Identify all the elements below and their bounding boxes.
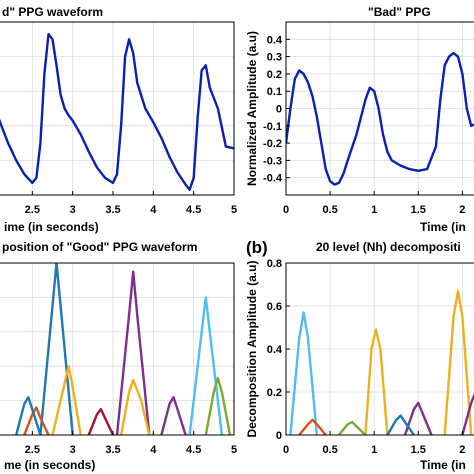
chart-title: "Bad" PPG bbox=[368, 5, 431, 19]
series-line-3 bbox=[403, 401, 433, 435]
series-line-0 bbox=[289, 311, 319, 435]
y-tick-label: 0.2 bbox=[267, 387, 282, 399]
x-tick-label: 2.5 bbox=[25, 444, 40, 456]
x-tick-label: 2 bbox=[459, 444, 465, 456]
chart-title: position of "Good" PPG waveform bbox=[2, 240, 197, 254]
y-tick-label: 0 bbox=[276, 430, 282, 442]
panel-top-right: 0 0.5 1 1.5 2 -0.4 -0.3 -0.2 -0.1 0 0.1 0.2 0.3 0.4 "B… bbox=[245, 5, 474, 234]
y-tick-label: 0.4 bbox=[267, 344, 283, 356]
x-tick-label: 0.5 bbox=[322, 204, 337, 216]
y-tick-label: 0.6 bbox=[267, 301, 282, 313]
x-tick-label: 1 bbox=[371, 204, 377, 216]
x-tick-label: 5 bbox=[231, 204, 237, 216]
y-tick-label: 0.1 bbox=[267, 86, 282, 98]
series-line-0 bbox=[0, 32, 234, 191]
y-tick-label: -0.2 bbox=[263, 138, 282, 150]
x-tick-label: 0 bbox=[283, 444, 289, 456]
y-axis-label: Decomposition Amplitude (a.u) bbox=[245, 261, 259, 438]
series-line-7 bbox=[15, 396, 42, 435]
panel-bottom-right: 0 0.5 1 1.5 2 0 0.2 0.4 0.6 0.8 20 level (Nh) deco… bbox=[245, 238, 474, 472]
series-line-0 bbox=[39, 263, 74, 435]
x-tick-label: 0.5 bbox=[322, 444, 337, 456]
y-tick-label: 0 bbox=[276, 104, 282, 116]
series-line-7 bbox=[386, 414, 415, 435]
x-tick-label: 4 bbox=[150, 204, 157, 216]
y-axis-label: Normalized Amplitude (a.u) bbox=[245, 31, 259, 186]
series-line-2 bbox=[188, 296, 224, 435]
x-axis-label: me (in seconds) bbox=[4, 458, 95, 472]
series-line-5 bbox=[337, 420, 367, 435]
y-tick-label: -0.1 bbox=[263, 121, 282, 133]
series-line-1 bbox=[115, 270, 151, 435]
x-tick-label: 1 bbox=[371, 444, 377, 456]
series-line-1 bbox=[364, 328, 389, 435]
x-tick-label: 3.5 bbox=[105, 204, 120, 216]
x-tick-label: 2 bbox=[459, 204, 465, 216]
y-tick-label: 0.8 bbox=[267, 258, 282, 270]
x-tick-label: 4 bbox=[150, 444, 157, 456]
x-tick-label: 4.5 bbox=[186, 204, 201, 216]
x-tick-label: 2.5 bbox=[25, 204, 40, 216]
x-axis-label: Time (in bbox=[420, 458, 466, 472]
y-tick-label: 0.3 bbox=[267, 52, 282, 64]
x-tick-label: 3.5 bbox=[105, 444, 120, 456]
x-tick-label: 0 bbox=[283, 204, 289, 216]
series-line-4 bbox=[119, 378, 151, 435]
series-line-9 bbox=[160, 396, 187, 435]
x-axis-label: Time (in bbox=[420, 220, 466, 234]
x-tick-label: 1.5 bbox=[411, 204, 426, 216]
chart-title: 20 level (Nh) decompositi bbox=[316, 240, 461, 254]
y-tick-label: 0.2 bbox=[267, 69, 282, 81]
series-line-2 bbox=[443, 289, 473, 435]
y-tick-label: -0.3 bbox=[263, 155, 282, 167]
x-axis-label: ime (in seconds) bbox=[4, 220, 99, 234]
series-line-6 bbox=[23, 406, 50, 435]
chart-title: d" PPG waveform bbox=[2, 5, 103, 19]
series-line-5 bbox=[204, 377, 232, 435]
x-tick-label: 1.5 bbox=[411, 444, 426, 456]
x-tick-label: 5 bbox=[231, 444, 237, 456]
series-line-0 bbox=[286, 51, 474, 186]
series-line-4 bbox=[461, 392, 474, 435]
series-line-6 bbox=[298, 418, 327, 435]
y-tick-label: 0.4 bbox=[267, 34, 283, 46]
series-line-8 bbox=[87, 408, 115, 435]
x-tick-label: 3 bbox=[70, 204, 76, 216]
panel-tag: (b) bbox=[246, 238, 268, 257]
y-tick-label: -0.4 bbox=[263, 173, 283, 185]
series-line-3 bbox=[51, 365, 82, 435]
x-tick-label: 4.5 bbox=[186, 444, 201, 456]
x-tick-label: 3 bbox=[70, 444, 76, 456]
